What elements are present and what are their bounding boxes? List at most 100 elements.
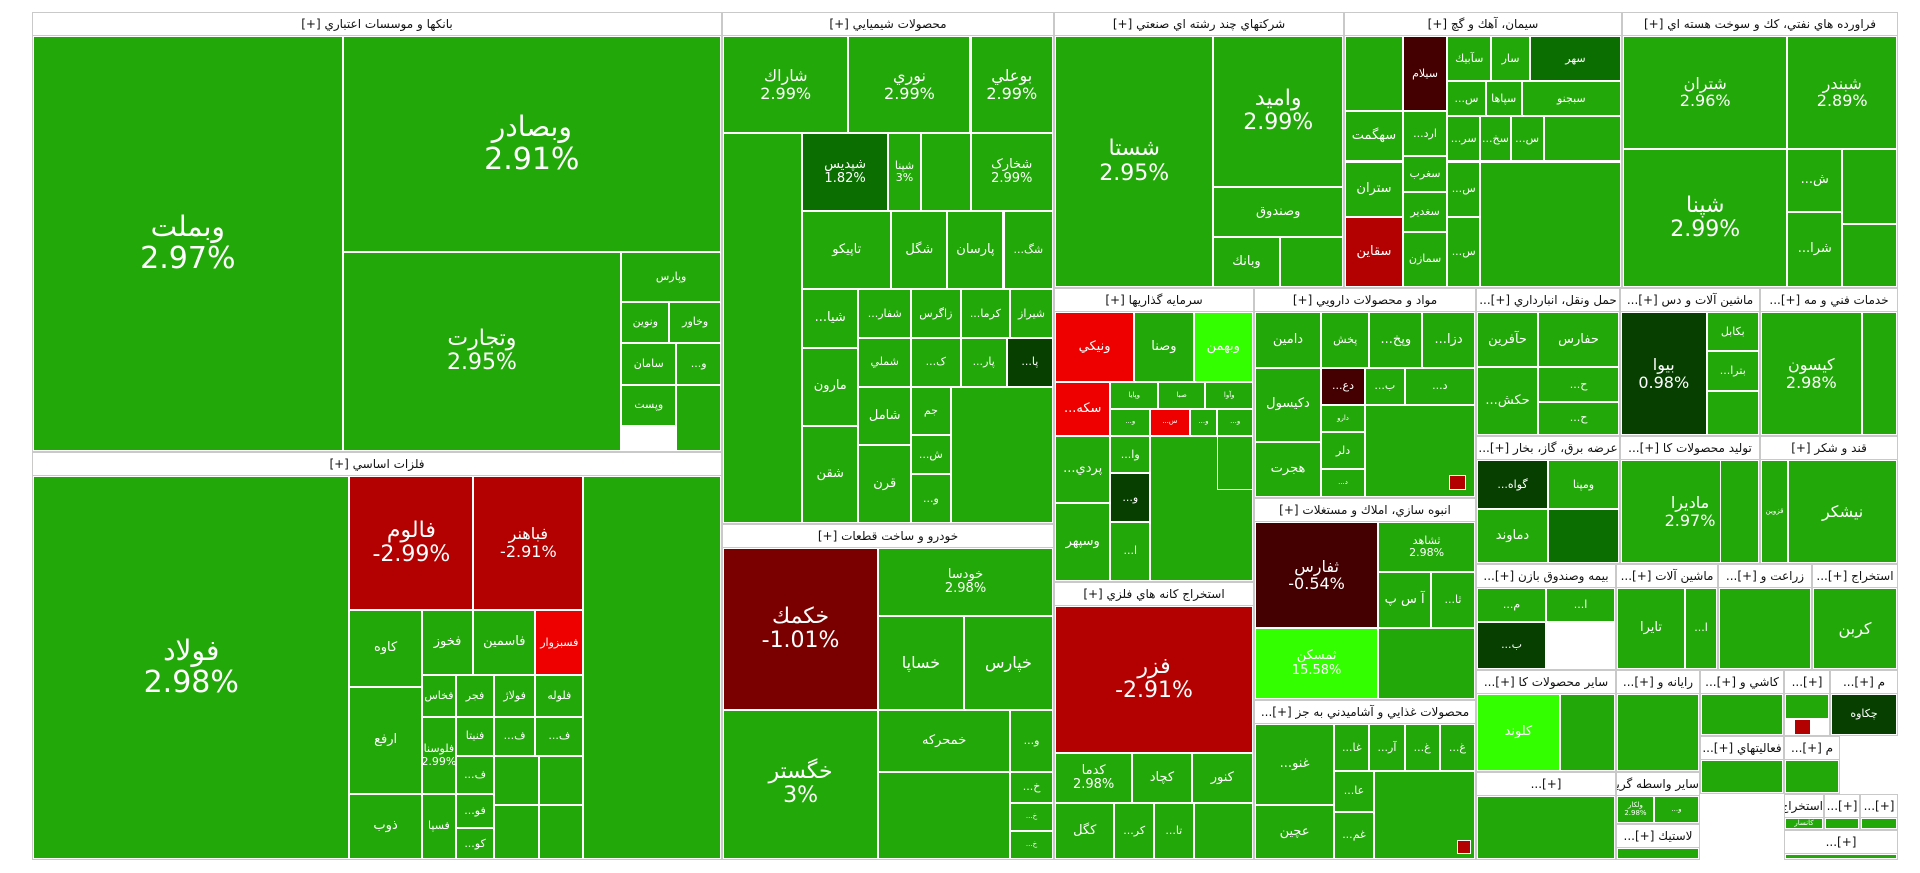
stock-tile[interactable] xyxy=(1378,628,1475,699)
stock-tile[interactable]: خكمك -1.01% xyxy=(723,548,879,710)
stock-tile[interactable]: سمازن xyxy=(1402,231,1448,287)
stock-tile[interactable]: ...غ xyxy=(1439,724,1475,772)
stock-tile[interactable]: ...غنو xyxy=(1255,724,1335,805)
stock-tile[interactable]: ...و xyxy=(676,343,721,385)
stock-tile[interactable] xyxy=(1543,116,1621,162)
stock-tile[interactable]: ...س xyxy=(1447,161,1481,217)
stock-tile[interactable]: فاسمين xyxy=(473,610,536,676)
stock-tile[interactable] xyxy=(1793,718,1812,735)
sector-title[interactable]: فلزات اساسي [+] xyxy=(33,453,721,476)
stock-tile[interactable]: دلر xyxy=(1321,432,1365,470)
stock-tile[interactable] xyxy=(1720,460,1759,563)
stock-tile[interactable]: ذوب xyxy=(349,793,422,859)
stock-tile[interactable]: ...وا xyxy=(1110,435,1151,474)
stock-tile[interactable]: شتران 2.96% xyxy=(1623,36,1788,149)
stock-tile[interactable] xyxy=(538,755,584,806)
stock-tile[interactable]: ...ش xyxy=(1787,148,1843,212)
stock-tile[interactable] xyxy=(1345,36,1403,112)
sector-title[interactable]: م [+]... xyxy=(1785,737,1839,760)
stock-tile[interactable]: شپديس 1.82% xyxy=(802,133,888,212)
stock-tile[interactable]: وبهمن xyxy=(1193,312,1253,382)
sector-title[interactable]: رايانه و [+]... xyxy=(1617,671,1699,694)
stock-tile[interactable]: خمحركه xyxy=(878,709,1011,772)
stock-tile[interactable]: كيسون 2.98% xyxy=(1761,312,1862,435)
sector-title[interactable]: بيمه وصندوق بازن [+]... xyxy=(1477,565,1615,588)
stock-tile[interactable]: ...آر xyxy=(1369,724,1405,772)
stock-tile[interactable]: ...سر xyxy=(1447,116,1481,162)
stock-tile[interactable]: فنيتا xyxy=(456,717,494,756)
stock-tile[interactable]: ...ارد xyxy=(1402,111,1448,157)
stock-tile[interactable]: ...س xyxy=(1447,81,1486,117)
stock-tile[interactable]: ...وپخ xyxy=(1369,312,1423,368)
stock-tile[interactable]: كگل xyxy=(1055,803,1115,859)
sector-title[interactable]: فعاليتهاي [+]... xyxy=(1701,737,1783,760)
sector-title[interactable]: انبوه سازي، املاك و مستغلات [+] xyxy=(1255,499,1475,522)
stock-tile[interactable]: حفارس xyxy=(1538,312,1619,368)
stock-tile[interactable] xyxy=(1825,818,1859,829)
stock-tile[interactable]: ...ف xyxy=(456,755,494,794)
stock-tile[interactable]: سهر xyxy=(1529,36,1621,82)
stock-tile[interactable]: ...و xyxy=(1189,408,1218,436)
stock-tile[interactable]: وصندوق xyxy=(1213,186,1343,237)
stock-tile[interactable]: فسبزوار xyxy=(535,610,584,676)
stock-tile[interactable] xyxy=(1457,840,1471,854)
stock-tile[interactable]: وبملت 2.97% xyxy=(33,36,343,451)
stock-tile[interactable]: ...کو xyxy=(456,828,494,859)
sector-title[interactable]: استخراج [+]... xyxy=(1785,795,1823,818)
stock-tile[interactable]: ومپنا xyxy=(1548,460,1619,510)
stock-tile[interactable]: وصنا xyxy=(1134,312,1194,382)
stock-tile[interactable]: ...ش xyxy=(911,435,951,475)
stock-tile[interactable]: ...فو xyxy=(456,793,494,829)
stock-tile[interactable]: ...غ xyxy=(1404,724,1440,772)
stock-tile[interactable] xyxy=(1477,796,1615,859)
stock-tile[interactable]: بكابل xyxy=(1706,312,1759,352)
stock-tile[interactable] xyxy=(583,476,721,859)
stock-tile[interactable]: فخاس xyxy=(421,675,457,718)
stock-tile[interactable] xyxy=(1719,588,1811,669)
stock-tile[interactable]: ...شگ xyxy=(1003,211,1053,290)
stock-tile[interactable]: قزوین xyxy=(1761,460,1789,563)
stock-tile[interactable]: ...ک xyxy=(911,337,961,387)
stock-tile[interactable] xyxy=(1480,161,1621,287)
stock-tile[interactable] xyxy=(493,755,539,806)
stock-tile[interactable]: ...و xyxy=(911,474,951,523)
stock-tile[interactable]: فالوم -2.99% xyxy=(349,476,474,611)
stock-tile[interactable]: حآفرين xyxy=(1477,312,1539,368)
stock-tile[interactable]: وخاور xyxy=(669,301,721,344)
stock-tile[interactable]: ...غا xyxy=(1334,724,1370,772)
stock-tile[interactable] xyxy=(1861,818,1897,829)
stock-tile[interactable]: شملي xyxy=(858,337,912,387)
stock-tile[interactable] xyxy=(1548,509,1619,563)
stock-tile[interactable]: ...بترا xyxy=(1706,351,1759,391)
stock-tile[interactable]: ...س xyxy=(1510,116,1544,162)
stock-tile[interactable]: تاپيکو xyxy=(802,211,892,290)
sector-title[interactable]: محصولات شيميايي [+] xyxy=(723,13,1053,36)
stock-tile[interactable]: ...و xyxy=(1110,473,1151,522)
stock-tile[interactable]: كانسار xyxy=(1785,818,1823,829)
sector-title[interactable]: سرمايه گذاريها [+] xyxy=(1055,289,1253,312)
stock-tile[interactable] xyxy=(1785,760,1839,793)
stock-tile[interactable]: شامل xyxy=(858,386,912,446)
stock-tile[interactable]: ...د xyxy=(1404,367,1475,405)
stock-tile[interactable]: ...عا xyxy=(1334,771,1374,812)
sector-title[interactable]: [+]... xyxy=(1785,671,1829,694)
stock-tile[interactable]: مارون xyxy=(802,347,859,426)
stock-tile[interactable]: سامان xyxy=(621,343,677,385)
stock-tile[interactable]: دامين xyxy=(1255,312,1321,368)
stock-tile[interactable]: پخش xyxy=(1321,312,1370,368)
stock-tile[interactable]: ...د xyxy=(1321,469,1365,497)
sector-title[interactable]: فراورده هاي نفتي، كك و سوخت هسته اي [+] xyxy=(1623,13,1897,36)
stock-tile[interactable]: ارفع xyxy=(349,686,422,794)
stock-tile[interactable]: كچاد xyxy=(1132,752,1192,804)
stock-tile[interactable]: فلوله xyxy=(535,675,584,718)
stock-tile[interactable]: ...ثا xyxy=(1431,571,1475,629)
stock-tile[interactable]: شبندر 2.89% xyxy=(1787,36,1897,149)
stock-tile[interactable]: بوعلي 2.99% xyxy=(970,36,1053,134)
stock-tile[interactable]: ...شفار xyxy=(858,289,912,338)
sector-title[interactable]: م [+]... xyxy=(1831,671,1897,694)
stock-tile[interactable]: نوري 2.99% xyxy=(848,36,971,134)
stock-tile[interactable]: هجرت xyxy=(1255,441,1321,497)
sector-title[interactable]: مواد و محصولات دارويي [+] xyxy=(1255,289,1475,312)
stock-tile[interactable] xyxy=(1448,474,1467,490)
stock-tile[interactable]: وپارس xyxy=(621,251,721,302)
